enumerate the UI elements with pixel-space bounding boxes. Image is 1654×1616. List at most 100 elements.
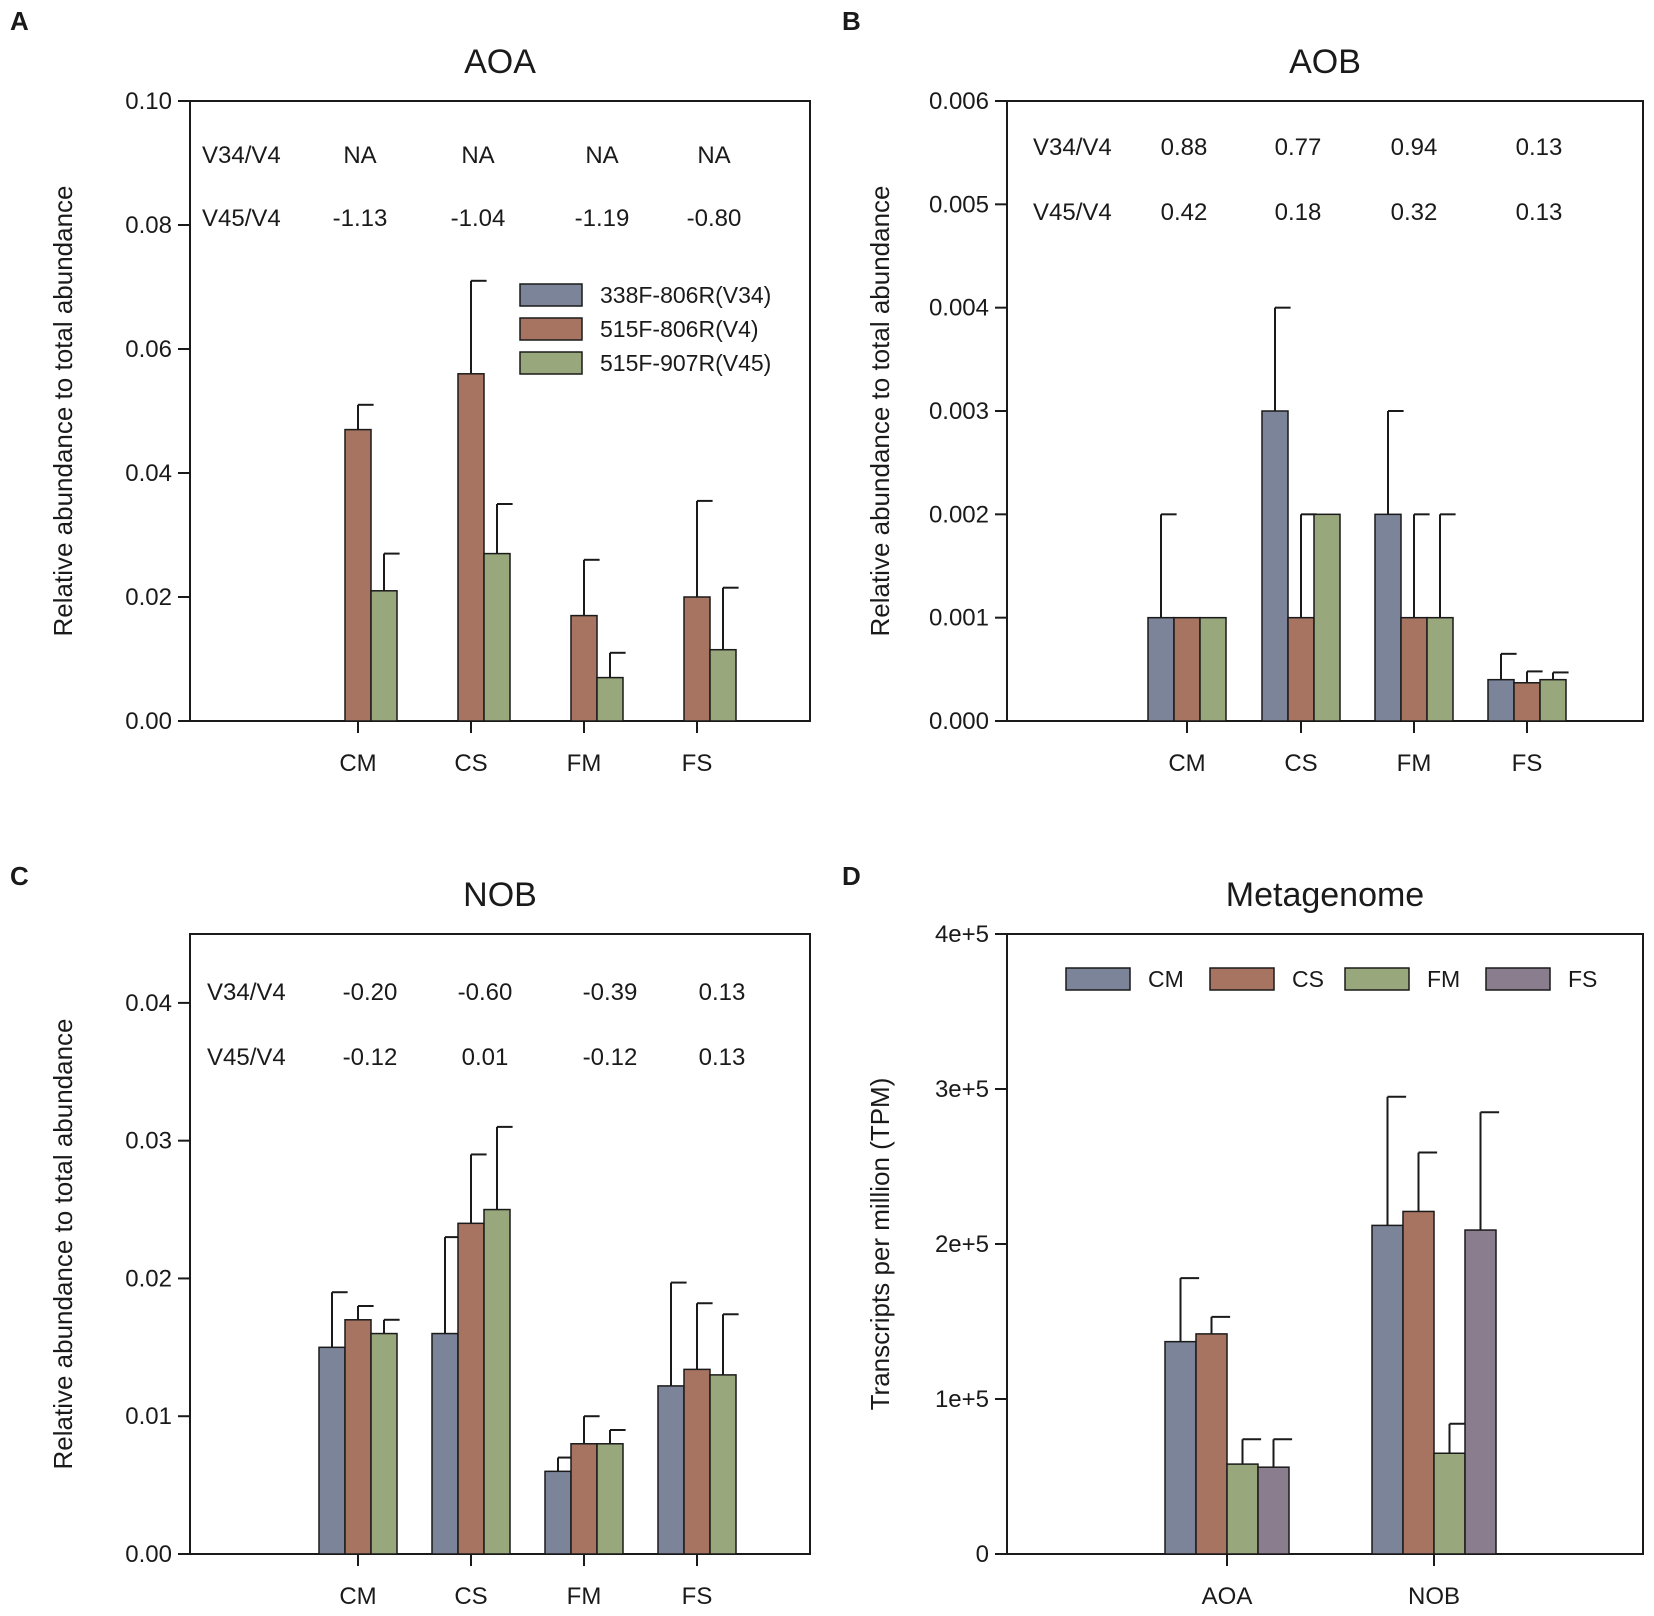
- bar-v45-cs: [483, 1208, 511, 1555]
- bar-v34-cm: [1147, 616, 1175, 722]
- bar-v4-cs: [457, 1222, 485, 1555]
- x-tick-label: NOB: [1408, 1583, 1460, 1610]
- y-tick-label: 4e+5: [935, 921, 989, 948]
- ratio-row-label: V45/V4: [1033, 199, 1112, 226]
- plot-frame: [1006, 933, 1644, 1555]
- x-tick-label: FM: [1397, 750, 1432, 777]
- ratio-value: 0.13: [699, 979, 746, 1006]
- y-tick-label: 0.04: [125, 460, 172, 487]
- ratio-value: -0.20: [343, 979, 398, 1006]
- bar-v4-fs: [1513, 682, 1541, 722]
- y-tick-label: 1e+5: [935, 1386, 989, 1413]
- bar-v45-fm: [596, 676, 624, 722]
- bar-v4-fs: [683, 596, 711, 722]
- y-tick-label: 0.000: [929, 708, 989, 735]
- bar-v34-fm: [544, 1470, 572, 1555]
- ratio-value: -1.13: [333, 205, 388, 232]
- legend-swatch: [1209, 967, 1275, 991]
- ratio-value: 0.32: [1391, 199, 1438, 226]
- ratio-value: NA: [585, 142, 618, 169]
- bar-v45-fs: [709, 648, 737, 722]
- bar-v34-fs: [657, 1385, 685, 1555]
- legend-swatch: [519, 283, 583, 307]
- bar-v34-fs: [1487, 678, 1515, 722]
- y-tick-label: 0.001: [929, 605, 989, 632]
- ratio-value: 0.18: [1275, 199, 1322, 226]
- bar-v45-fm: [596, 1443, 624, 1555]
- ratio-row-label: V45/V4: [202, 205, 281, 232]
- legend-entry: 515F-907R(V45): [600, 350, 771, 376]
- panel-letter: A: [10, 6, 29, 36]
- bar-fs-nob: [1464, 1229, 1497, 1555]
- bar-v45-cm: [1199, 616, 1227, 722]
- bar-v4-fm: [570, 1443, 598, 1555]
- y-axis-label: Relative abundance to total abundance: [48, 1018, 78, 1469]
- bar-v45-cm: [370, 590, 398, 722]
- bar-v4-cs: [1287, 616, 1315, 722]
- bar-v4-fm: [570, 614, 598, 722]
- ratio-value: 0.13: [1516, 134, 1563, 161]
- chart-title: NOB: [463, 876, 537, 914]
- bar-v45-cs: [483, 552, 511, 722]
- ratio-value: -0.12: [583, 1044, 638, 1071]
- bar-v34-aoa: [1164, 1340, 1197, 1555]
- bar-v45-nob: [1433, 1452, 1466, 1555]
- ratio-row-label: V34/V4: [1033, 134, 1112, 161]
- panel-c: C NOB 0.00 0.01 0.02 0.03 0.04 Relative abundan…: [10, 861, 811, 1610]
- ratio-value: -0.80: [687, 205, 742, 232]
- ratio-value: 0.01: [462, 1044, 509, 1071]
- x-tick-label: FM: [567, 750, 602, 777]
- chart-title: AOA: [464, 43, 536, 81]
- legend-swatch: [519, 317, 583, 341]
- y-tick-label: 0.06: [125, 336, 172, 363]
- y-tick-label: 0.03: [125, 1128, 172, 1155]
- ratio-value: -0.12: [343, 1044, 398, 1071]
- y-tick-label: 0.02: [125, 1265, 172, 1292]
- legend-entry: CS: [1292, 966, 1324, 992]
- x-tick-label: CM: [1168, 750, 1205, 777]
- bar-v45-fs: [709, 1374, 737, 1555]
- ratio-row-label: V34/V4: [207, 979, 286, 1006]
- legend-swatch: [1065, 967, 1131, 991]
- y-tick-label: 3e+5: [935, 1076, 989, 1103]
- ratio-value: -0.39: [583, 979, 638, 1006]
- bar-v4-cm: [344, 428, 372, 722]
- ratio-row-label: V34/V4: [202, 142, 281, 169]
- bar-fs-aoa: [1257, 1466, 1290, 1555]
- bar-v4-aoa: [1195, 1333, 1228, 1555]
- legend-entry: CM: [1148, 966, 1184, 992]
- y-tick-label: 0.02: [125, 584, 172, 611]
- y-tick-label: 0.01: [125, 1403, 172, 1430]
- bar-v45-cm: [370, 1332, 398, 1555]
- bar-v4-cm: [344, 1319, 372, 1555]
- panel-a: A AOA 0.00 0.02 0.04 0.06 0.08 0.10 Relative abu…: [10, 6, 811, 777]
- ratio-value: 0.13: [1516, 199, 1563, 226]
- legend-entry: 338F-806R(V34): [600, 282, 771, 308]
- bar-v4-fm: [1400, 616, 1428, 722]
- x-tick-label: FM: [567, 1583, 602, 1610]
- y-tick-label: 0.10: [125, 88, 172, 115]
- ratio-value: NA: [697, 142, 730, 169]
- panel-letter: D: [842, 861, 861, 891]
- legend-entry: FS: [1568, 966, 1597, 992]
- bar-v34-cm: [318, 1346, 346, 1555]
- chart-title: AOB: [1289, 43, 1361, 81]
- panel-b: B AOB 0.000 0.001 0.002 0.003 0.004 0.005 0.006 R…: [842, 6, 1644, 777]
- x-tick-label: CM: [339, 1583, 376, 1610]
- y-tick-label: 0.004: [929, 295, 989, 322]
- y-tick-label: 0.005: [929, 191, 989, 218]
- ratio-value: NA: [343, 142, 376, 169]
- ratio-value: -0.60: [458, 979, 513, 1006]
- y-tick-label: 0.003: [929, 398, 989, 425]
- ratio-value: 0.42: [1161, 199, 1208, 226]
- y-tick-label: 0.04: [125, 990, 172, 1017]
- bar-v34-cs: [1261, 410, 1289, 722]
- panel-letter: C: [10, 861, 29, 891]
- ratio-row-label: V45/V4: [207, 1044, 286, 1071]
- bar-v45-fm: [1426, 616, 1454, 722]
- y-axis-label: Transcripts per million (TPM): [865, 1078, 895, 1411]
- x-tick-label: FS: [682, 1583, 713, 1610]
- legend-swatch: [1485, 967, 1551, 991]
- legend-swatch: [519, 351, 583, 375]
- y-tick-label: 0.00: [125, 1541, 172, 1568]
